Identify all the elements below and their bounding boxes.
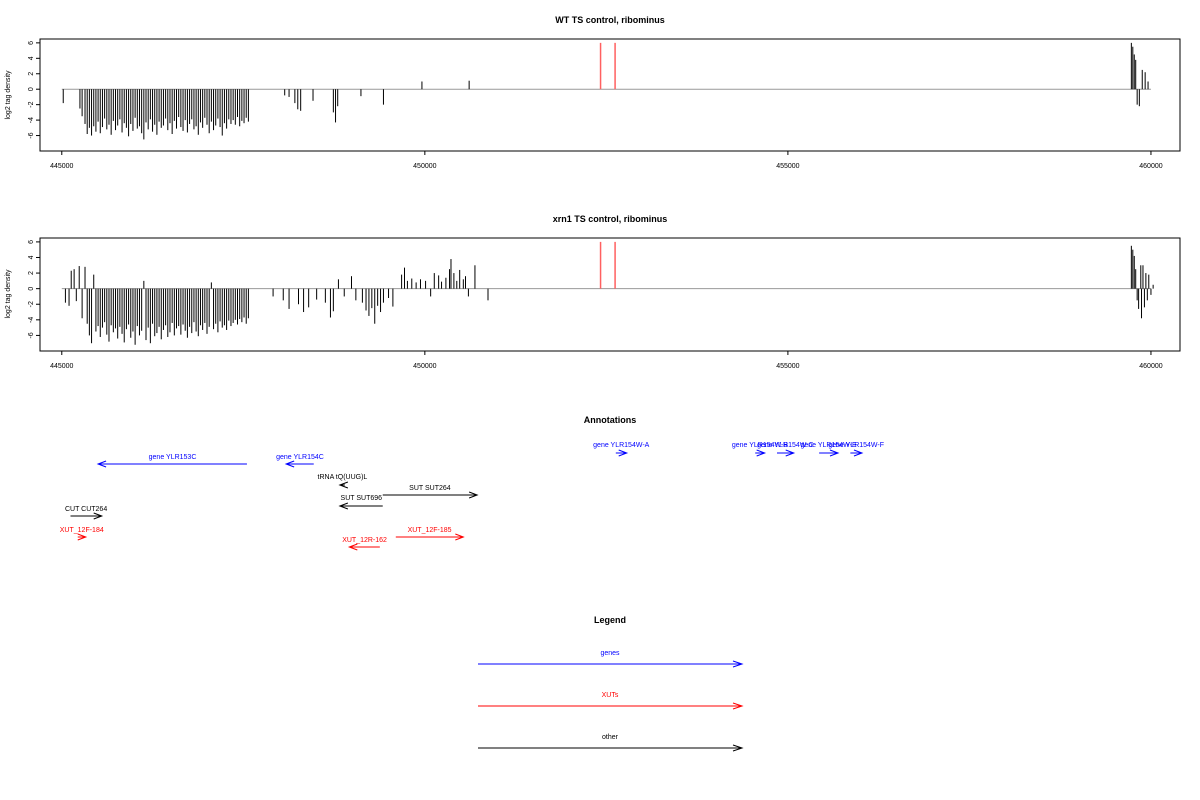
feature-arrowhead (853, 449, 864, 457)
legend-box: genes XUTs other (478, 650, 744, 752)
x-tick-label: 450000 (413, 363, 436, 370)
y-tick-label: 4 (28, 255, 35, 259)
feature-arrowhead (785, 449, 796, 457)
y-tick-label: 4 (28, 56, 35, 60)
y-tick-label: 2 (28, 72, 35, 76)
panel2-ylabel: log2 tag density (5, 269, 12, 319)
feature-arrowhead (77, 533, 88, 541)
y-tick-label: 6 (28, 41, 35, 45)
x-tick-label: 455000 (776, 163, 799, 170)
x-tick-label: 450000 (413, 163, 436, 170)
x-tick-label: 445000 (50, 163, 73, 170)
legend-title: Legend (594, 615, 626, 625)
feature-label: XUT_12F-185 (408, 527, 452, 534)
feature-arrowhead (455, 533, 465, 541)
y-tick-label: -4 (28, 117, 35, 123)
feature-label: gene YLR154W-B (732, 442, 788, 449)
plot-frame (39, 38, 1181, 152)
feature-arrowhead (96, 460, 107, 468)
legend-label: other (602, 734, 619, 741)
feature-arrowhead (829, 449, 840, 457)
y-tick-label: -4 (28, 317, 35, 323)
feature-label: XUT_12R-162 (342, 537, 387, 544)
legend-arrowhead (732, 744, 744, 752)
feature-label: SUT SUT696 (341, 495, 383, 502)
legend-arrowhead (732, 702, 744, 710)
feature-label: gene YLR154C (276, 454, 324, 461)
feature-label: gene YLR154W-E (800, 442, 856, 449)
feature-label: gene YLR154W-A (593, 442, 649, 449)
y-tick-label: -6 (28, 132, 35, 138)
feature-arrowhead (284, 460, 295, 468)
y-tick-label: 0 (28, 287, 35, 291)
x-tick-label: 455000 (776, 363, 799, 370)
x-tick-label: 445000 (50, 363, 73, 370)
feature-arrowhead (338, 502, 349, 510)
y-tick-label: -6 (28, 332, 35, 338)
feature-label: gene YLR154W-F (828, 442, 884, 449)
feature-arrowhead (338, 481, 349, 489)
y-tick-label: 6 (28, 240, 35, 244)
feature-label: tRNA tQ(UUG)L (318, 474, 368, 481)
feature-arrowhead (618, 449, 629, 457)
feature-arrowhead (468, 491, 479, 499)
feature-arrowhead (93, 512, 104, 520)
y-tick-label: -2 (28, 101, 35, 107)
legend-label: XUTs (602, 692, 619, 699)
legend-label: genes (600, 650, 620, 657)
feature-label: XUT_12F-184 (60, 527, 104, 534)
feature-label: gene YLR154W-C (757, 442, 814, 449)
feature-arrowhead (756, 449, 767, 457)
feature-label: gene YLR153C (149, 454, 197, 461)
panel1-title: WT TS control, ribominus (555, 15, 665, 25)
panel1-ylabel: log2 tag density (5, 70, 12, 120)
y-tick-label: 2 (28, 271, 35, 275)
panel2-title: xrn1 TS control, ribominus (553, 214, 668, 224)
x-tick-label: 460000 (1139, 163, 1162, 170)
annotation-track: gene YLR153C gene YLR154C tRNA tQ(UUG)L SUT… (60, 442, 884, 551)
annotations-title: Annotations (584, 415, 637, 425)
x-tick-label: 460000 (1139, 363, 1162, 370)
feature-arrowhead (347, 543, 358, 551)
y-tick-label: -2 (28, 301, 35, 307)
y-tick-label: 0 (28, 87, 35, 91)
legend-arrowhead (732, 660, 744, 668)
feature-label: SUT SUT264 (409, 485, 451, 492)
panel2-plot: 6 4 2 0 -2 -4 -6 445000 450000 455000 460000 (28, 237, 1181, 370)
panel1-plot: 6 4 2 0 -2 -4 -6 445000 450000 455000 460000 (28, 38, 1181, 170)
plot-frame (39, 237, 1181, 352)
feature-label: CUT CUT264 (65, 506, 107, 513)
